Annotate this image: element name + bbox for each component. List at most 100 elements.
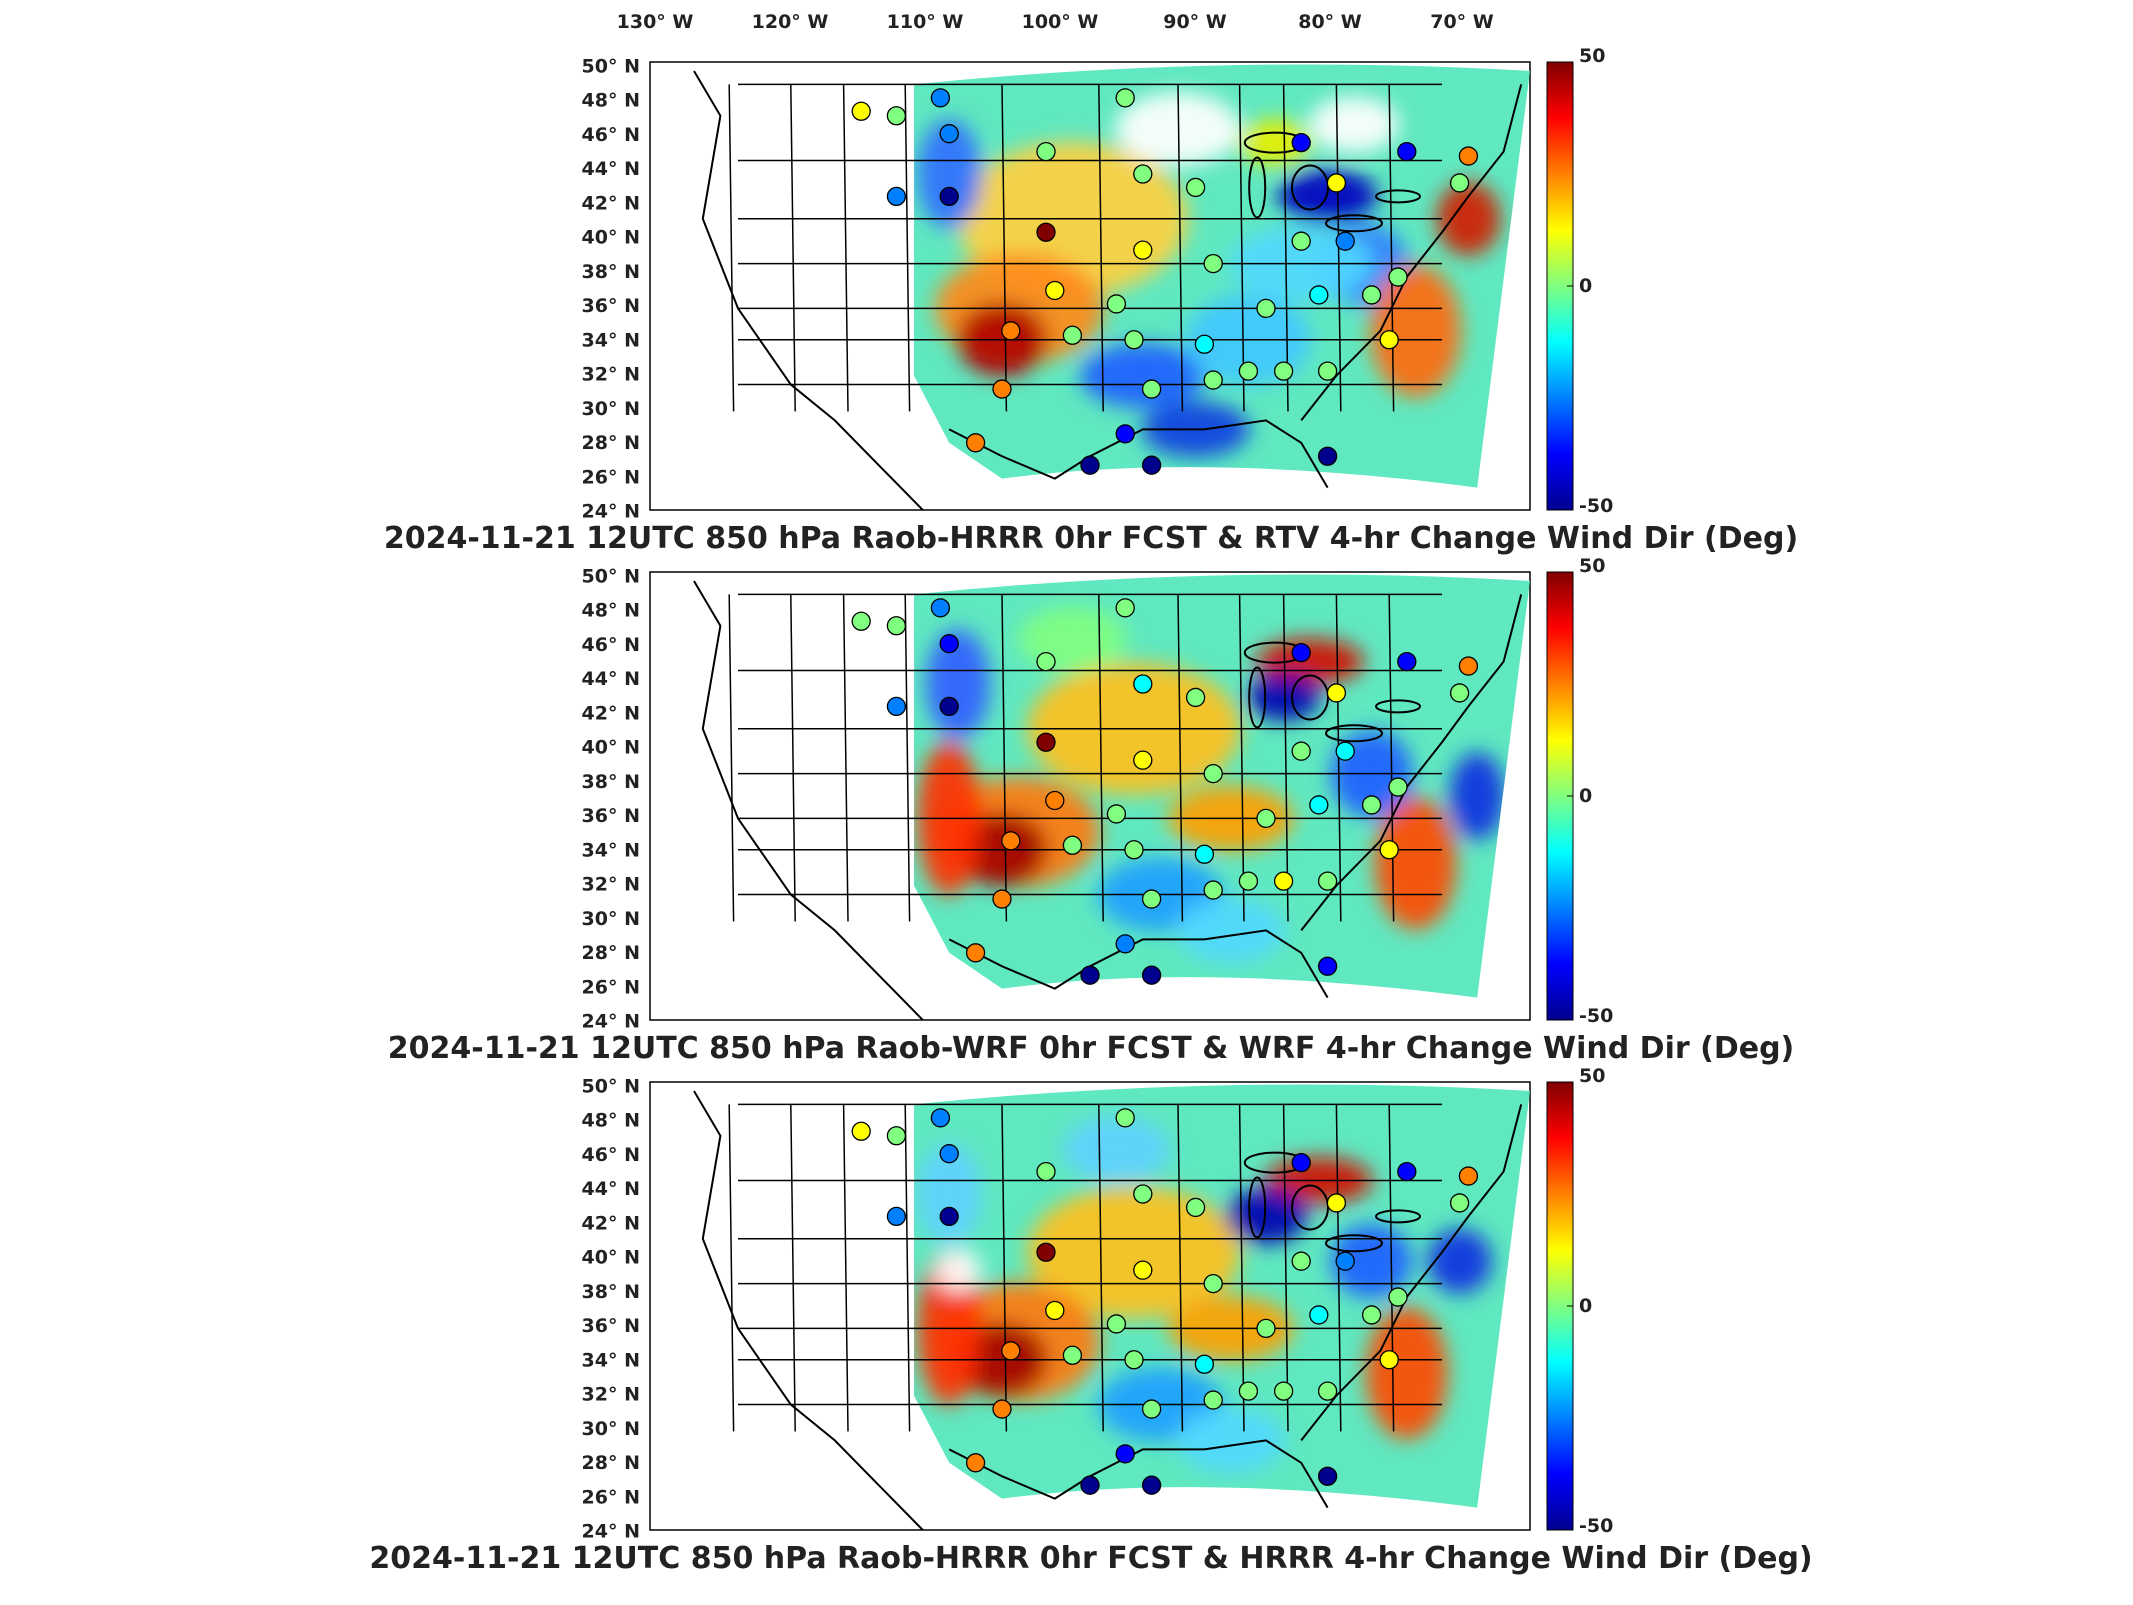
latitude-label: 28° N — [582, 432, 640, 454]
raob-station-marker — [1273, 361, 1294, 381]
latitude-label: 34° N — [582, 839, 640, 861]
longitude-label: 70° W — [1430, 11, 1494, 33]
state-boundaries — [693, 1090, 1523, 1531]
wind-direction-change-field — [914, 1084, 1530, 1508]
latitude-label: 28° N — [582, 1452, 640, 1474]
raob-station-marker — [1203, 763, 1223, 784]
longitude-label: 110° W — [887, 11, 964, 33]
panel-title: 2024-11-21 12UTC 850 hPa Raob-WRF 0hr FC… — [388, 1031, 1795, 1066]
raob-station-marker — [1194, 1354, 1215, 1374]
latitude-axis-labels: 50° N 48° N 46° N 44° N 42° N 40° N 38° N 36° N… — [582, 566, 640, 1033]
raob-station-marker — [1001, 1341, 1021, 1361]
raob-station-marker — [851, 611, 871, 631]
raob-station-marker — [1379, 1350, 1399, 1370]
raob-station-marker — [1309, 1305, 1329, 1325]
raob-station-marker — [1397, 651, 1417, 672]
latitude-label: 24° N — [582, 501, 640, 523]
raob-station-marker — [1203, 370, 1223, 390]
latitude-label: 46° N — [582, 634, 640, 656]
raob-stations — [851, 1108, 1479, 1495]
raob-station-marker — [965, 1453, 986, 1473]
raob-station-marker — [1256, 1318, 1276, 1339]
raob-station-marker — [1115, 88, 1135, 108]
raob-station-marker — [939, 634, 959, 654]
raob-station-marker — [992, 889, 1012, 909]
colorbar: 50 0 -50 — [1546, 45, 1613, 517]
raob-station-marker — [1291, 132, 1311, 153]
wind-direction-change-field — [914, 574, 1530, 998]
raob-station-marker — [1317, 446, 1338, 466]
raob-station-marker — [939, 1206, 959, 1227]
raob-station-marker — [1326, 1193, 1347, 1213]
raob-station-marker — [1062, 835, 1083, 855]
raob-station-marker — [1388, 1287, 1408, 1307]
raob-station-marker — [1045, 790, 1065, 811]
colorbar-tick-label: 50 — [1579, 45, 1605, 67]
raob-station-marker — [1106, 294, 1127, 314]
raob-station-marker — [1115, 598, 1135, 618]
latitude-label: 38° N — [582, 1281, 640, 1303]
raob-station-marker — [1036, 1161, 1056, 1182]
latitude-label: 38° N — [582, 771, 640, 793]
raob-station-marker — [1309, 285, 1329, 305]
panel-wrf: 50° N 48° N 46° N 44° N 42° N 40° N 38° N 36° N… — [388, 555, 1795, 1066]
raob-station-marker — [992, 1399, 1012, 1419]
raob-station-marker — [1203, 1273, 1223, 1294]
colorbar-gradient — [1546, 571, 1574, 1021]
latitude-label: 30° N — [582, 1418, 640, 1440]
longitude-label: 120° W — [752, 11, 829, 33]
latitude-label: 50° N — [582, 56, 640, 78]
raob-station-marker — [1203, 880, 1223, 900]
raob-station-marker — [886, 186, 907, 207]
raob-station-marker — [1273, 1381, 1294, 1401]
raob-station-marker — [886, 1126, 907, 1146]
state-boundaries — [693, 580, 1523, 1021]
raob-station-marker — [1185, 177, 1206, 198]
panel-title: 2024-11-21 12UTC 850 hPa Raob-HRRR 0hr F… — [384, 521, 1798, 556]
latitude-label: 26° N — [582, 1486, 640, 1508]
latitude-label: 50° N — [582, 1076, 640, 1098]
raob-station-marker — [1141, 889, 1162, 909]
raob-station-marker — [1397, 141, 1417, 162]
raob-station-marker — [1291, 231, 1311, 251]
latitude-label: 50° N — [582, 566, 640, 588]
raob-station-marker — [1335, 231, 1355, 251]
raob-station-marker — [939, 696, 959, 717]
panel-title: 2024-11-21 12UTC 850 hPa Raob-HRRR 0hr F… — [369, 1541, 1812, 1576]
raob-station-marker — [1449, 683, 1470, 703]
latitude-axis-labels: 50° N 48° N 46° N 44° N 42° N 40° N 38° N 36° N… — [582, 56, 640, 523]
raob-station-marker — [1291, 642, 1311, 663]
raob-station-marker — [851, 1121, 871, 1141]
raob-station-marker — [1397, 1161, 1417, 1182]
latitude-label: 44° N — [582, 1178, 640, 1200]
raob-station-marker — [1080, 965, 1100, 985]
raob-station-marker — [1124, 840, 1144, 860]
raob-station-marker — [965, 943, 986, 963]
raob-station-marker — [1194, 844, 1215, 864]
raob-station-marker — [1379, 840, 1399, 860]
raob-station-marker — [1317, 1381, 1338, 1401]
raob-station-marker — [1141, 965, 1162, 985]
raob-station-marker — [1141, 379, 1162, 399]
raob-station-marker — [1194, 334, 1215, 354]
raob-station-marker — [1133, 750, 1153, 770]
raob-station-marker — [1133, 1184, 1153, 1204]
raob-station-marker — [1001, 831, 1021, 851]
raob-station-marker — [1115, 424, 1135, 444]
latitude-label: 34° N — [582, 329, 640, 351]
latitude-label: 42° N — [582, 192, 640, 214]
raob-station-marker — [1124, 330, 1144, 350]
raob-station-marker — [1335, 1251, 1355, 1271]
colorbar-tick-label: -50 — [1579, 495, 1613, 517]
raob-station-marker — [939, 186, 959, 207]
raob-station-marker — [1036, 1242, 1056, 1262]
latitude-label: 48° N — [582, 1110, 640, 1132]
latitude-label: 46° N — [582, 124, 640, 146]
longitude-label: 80° W — [1298, 11, 1362, 33]
longitude-label: 100° W — [1022, 11, 1099, 33]
latitude-label: 44° N — [582, 668, 640, 690]
raob-station-marker — [1133, 674, 1153, 694]
raob-station-marker — [1238, 1381, 1259, 1401]
raob-station-marker — [1335, 741, 1355, 761]
